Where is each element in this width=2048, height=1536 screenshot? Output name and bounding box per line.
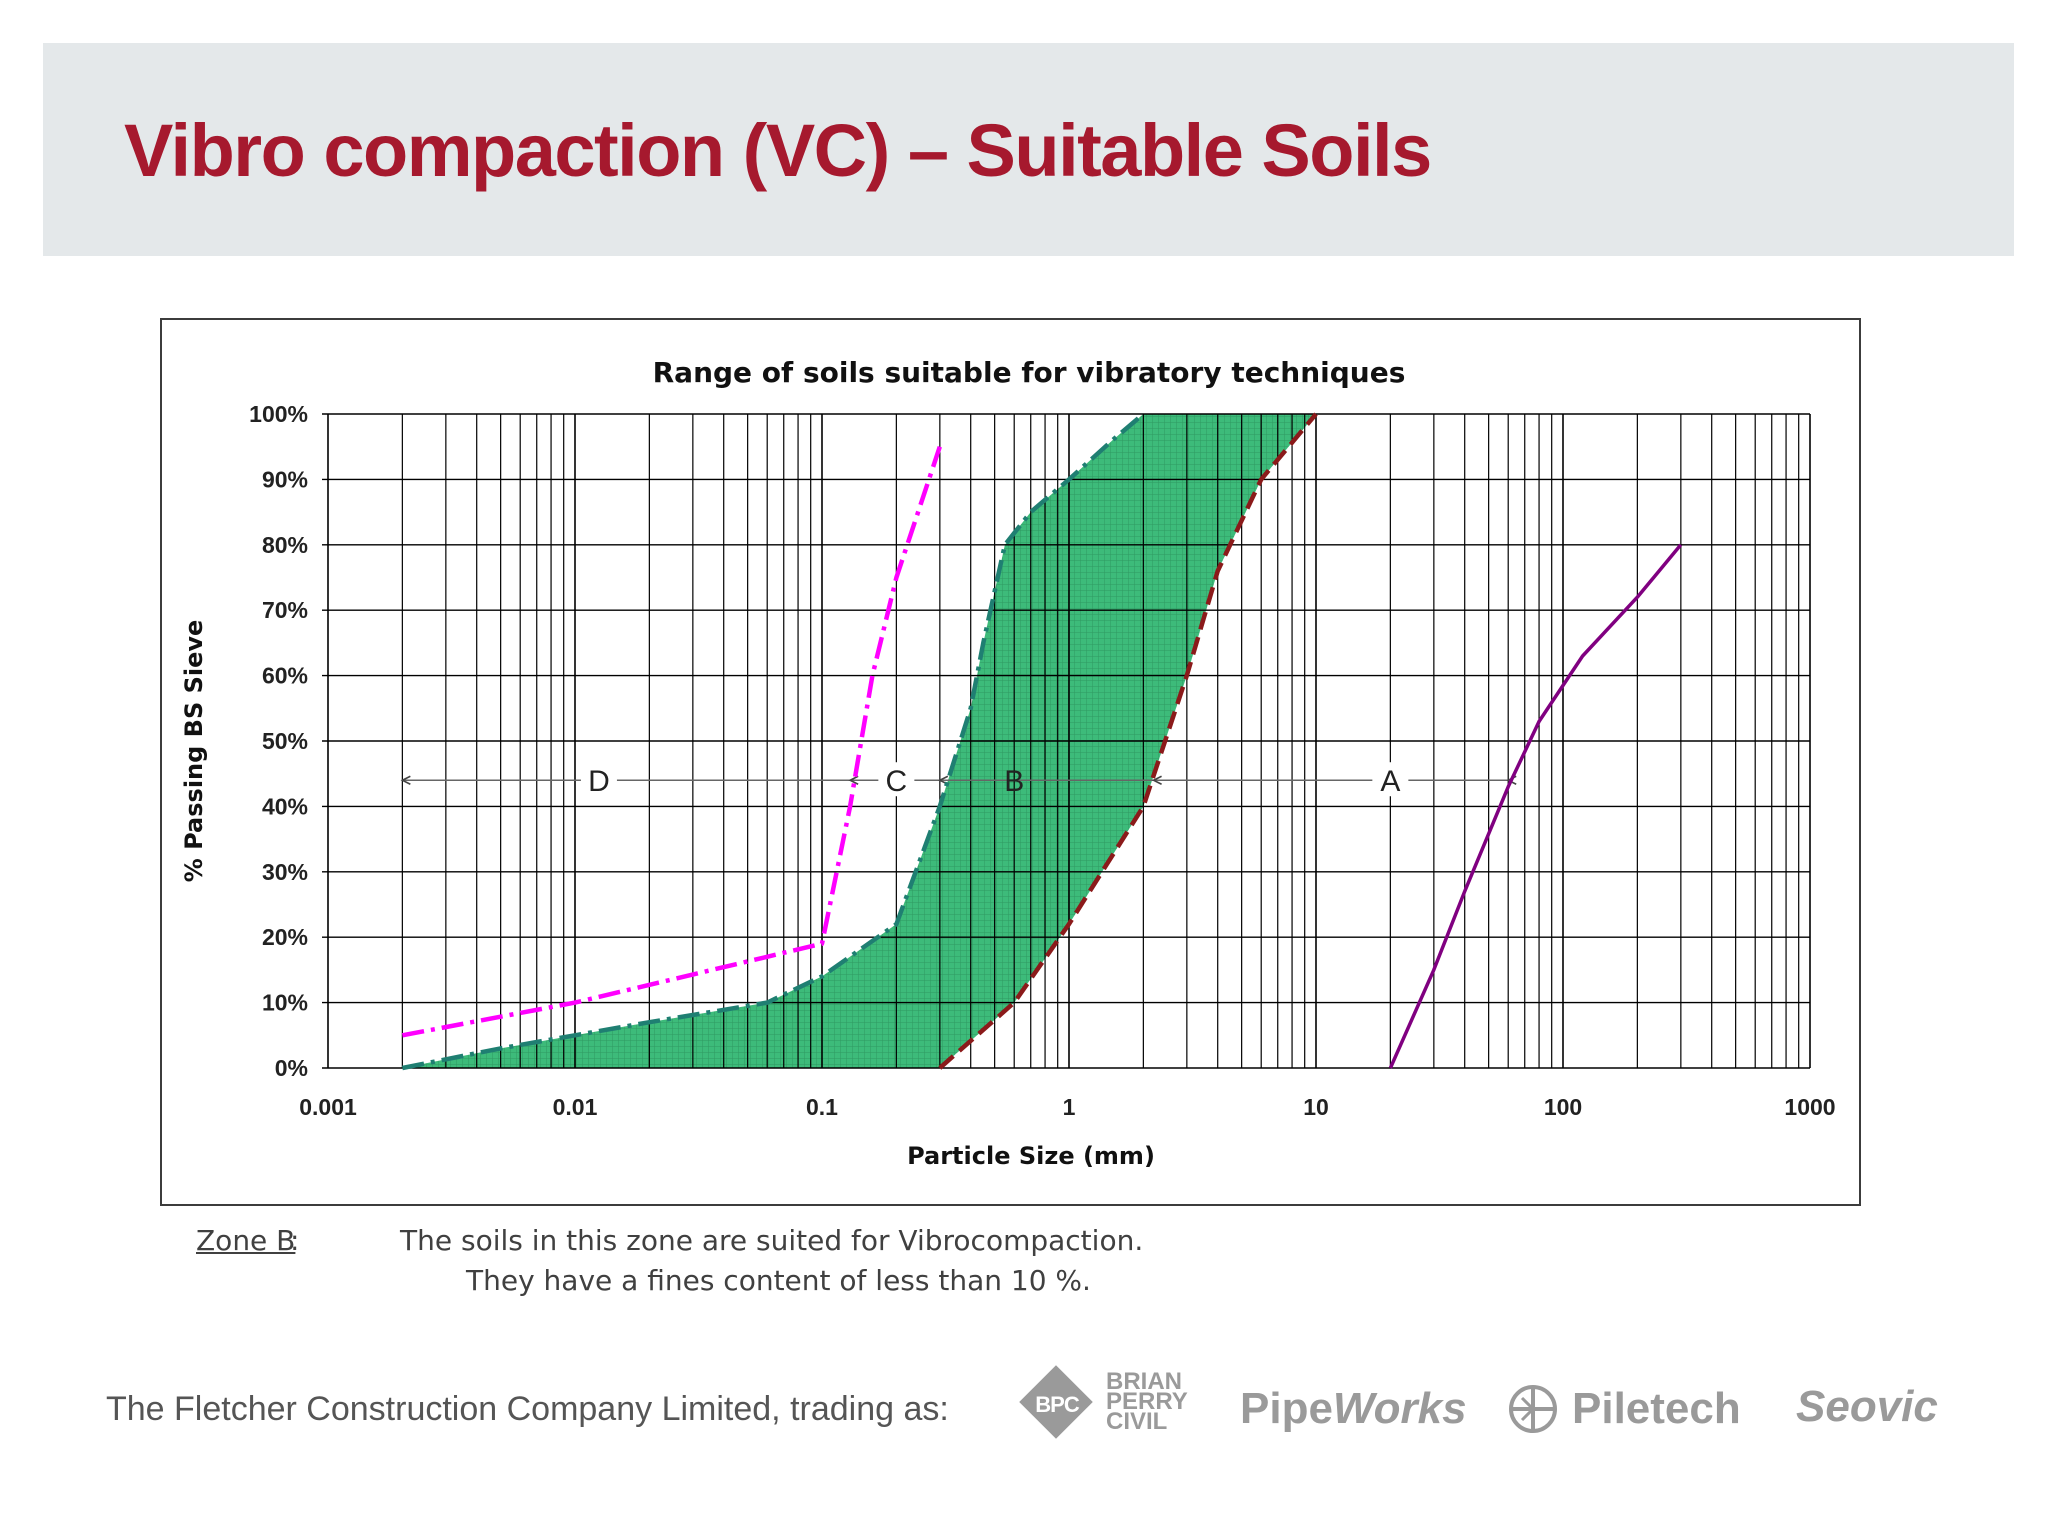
zone-b-description-line2: They have a fines content of less than 1… <box>466 1264 1091 1297</box>
zone-label-bg <box>878 762 915 797</box>
pipeworks-logo: PipeWorks <box>1240 1384 1467 1434</box>
y-tick-label: 60% <box>262 663 308 689</box>
series-line-1 <box>401 445 942 1038</box>
y-tick-label: 100% <box>249 401 308 427</box>
zone-b-label: Zone B <box>196 1224 296 1257</box>
zone-b-colon: : <box>290 1224 300 1257</box>
zone-label-bg <box>580 762 617 797</box>
y-tick-label: 90% <box>262 466 308 492</box>
slide-title: Vibro compaction (VC) – Suitable Soils <box>124 109 1432 192</box>
y-tick-label: 70% <box>262 597 308 623</box>
y-tick-label: 10% <box>262 990 308 1016</box>
zone-b-fill <box>402 414 1316 1068</box>
bpc-word-1: BRIAN <box>1106 1368 1182 1395</box>
zone-label: C <box>886 765 908 798</box>
zone-label: A <box>1380 765 1400 798</box>
zone-label-bg <box>1372 762 1409 797</box>
series-line-4 <box>1388 543 1683 1069</box>
chart-frame: 0% 10% 20% 30% 40% 50% 60% 70% 80% 90% 100% 0.001 0.… <box>160 318 1861 1206</box>
brian-perry-civil-logo: BPC BRIAN PERRY CIVIL <box>1019 1365 1190 1452</box>
grading-chart: 0% 10% 20% 30% 40% 50% 60% 70% 80% 90% 100% 0.001 0.… <box>180 356 1836 1170</box>
zone-label: D <box>588 765 610 798</box>
piletech-wordmark: Piletech <box>1572 1384 1741 1433</box>
bpc-wordmark: BRIAN PERRY CIVIL <box>1106 1368 1188 1435</box>
bpc-mark: BPC <box>1035 1392 1079 1417</box>
y-tick-label: 0% <box>275 1055 308 1081</box>
x-tick-label: 1000 <box>1784 1094 1835 1120</box>
zone-arrowhead <box>848 775 859 785</box>
y-tick-label: 80% <box>262 532 308 558</box>
title-band <box>43 43 2014 256</box>
piletech-icon <box>1509 1385 1557 1433</box>
zone-arrowhead <box>400 775 411 785</box>
bpc-word-2: PERRY <box>1106 1388 1188 1415</box>
y-tick-label: 40% <box>262 793 308 819</box>
x-tick-label: 0.1 <box>806 1094 838 1120</box>
y-tick-label: 20% <box>262 924 308 950</box>
x-tick-label: 1 <box>1063 1094 1076 1120</box>
zone-arrowhead <box>1151 775 1162 785</box>
y-tick-label: 50% <box>262 728 308 754</box>
chart-title: Range of soils suitable for vibratory te… <box>653 356 1406 389</box>
seovic-logo: Seovic <box>1796 1382 1938 1431</box>
series-line-2 <box>401 412 1145 1071</box>
pipeworks-word-b: Works <box>1332 1384 1467 1433</box>
bpc-word-3: CIVIL <box>1106 1408 1168 1435</box>
pipeworks-word-a: Pipe <box>1240 1384 1333 1433</box>
series-line-3 <box>938 412 1318 1070</box>
zone-label: B <box>1004 765 1024 798</box>
y-tick-label: 30% <box>262 859 308 885</box>
x-tick-label: 0.001 <box>299 1094 357 1120</box>
x-tick-label: 0.01 <box>553 1094 598 1120</box>
x-tick-label: 10 <box>1303 1094 1329 1120</box>
footer-company-text: The Fletcher Construction Company Limite… <box>106 1390 949 1428</box>
x-tick-label: 100 <box>1544 1094 1582 1120</box>
y-axis-label: % Passing BS Sieve <box>180 620 208 883</box>
zone-b-description-line1: The soils in this zone are suited for Vi… <box>400 1224 1144 1257</box>
x-axis-label: Particle Size (mm) <box>907 1142 1155 1170</box>
